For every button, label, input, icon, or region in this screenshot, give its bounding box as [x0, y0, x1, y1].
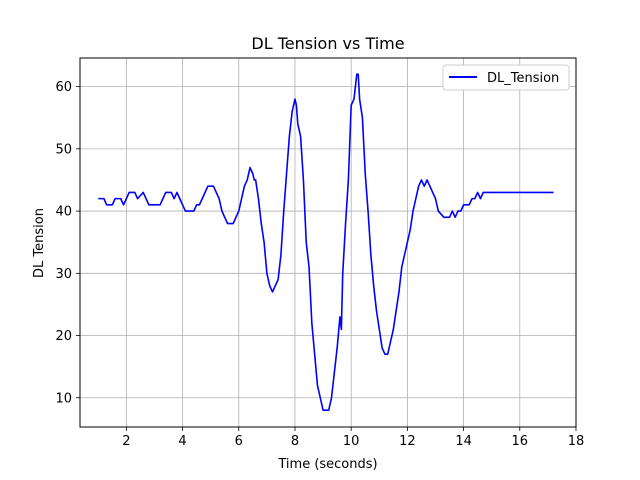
x-tick-label: 12: [399, 434, 416, 449]
x-tick-label: 10: [343, 434, 360, 449]
x-tick-label: 2: [122, 434, 130, 449]
x-tick-label: 18: [568, 434, 585, 449]
chart-title: DL Tension vs Time: [251, 34, 404, 53]
legend-box: [442, 64, 570, 91]
y-tick-label: 30: [55, 267, 72, 282]
y-tick-label: 40: [55, 205, 72, 220]
legend: DL_Tension: [442, 64, 570, 91]
y-tick-label: 20: [55, 329, 72, 344]
x-tick-label: 14: [455, 434, 472, 449]
series-line-dl-tension: [98, 73, 554, 411]
x-tick-label: 4: [178, 434, 186, 449]
legend-label-dl-tension: DL_Tension: [487, 71, 559, 86]
series-layer: [98, 73, 554, 411]
x-axis-title: Time (seconds): [277, 457, 377, 472]
x-tick-label: 16: [512, 434, 529, 449]
x-axis: 2 4 6 8 10 12 14 16 18: [122, 427, 584, 449]
y-axis: 10 20 30 40 50 60: [55, 80, 80, 406]
x-tick-label: 6: [235, 434, 243, 449]
y-axis-title: DL Tension: [32, 208, 47, 278]
y-tick-label: 10: [55, 391, 72, 406]
x-tick-label: 8: [291, 434, 299, 449]
plot-frame: [79, 57, 577, 428]
y-tick-label: 50: [55, 142, 72, 157]
y-tick-label: 60: [55, 80, 72, 95]
